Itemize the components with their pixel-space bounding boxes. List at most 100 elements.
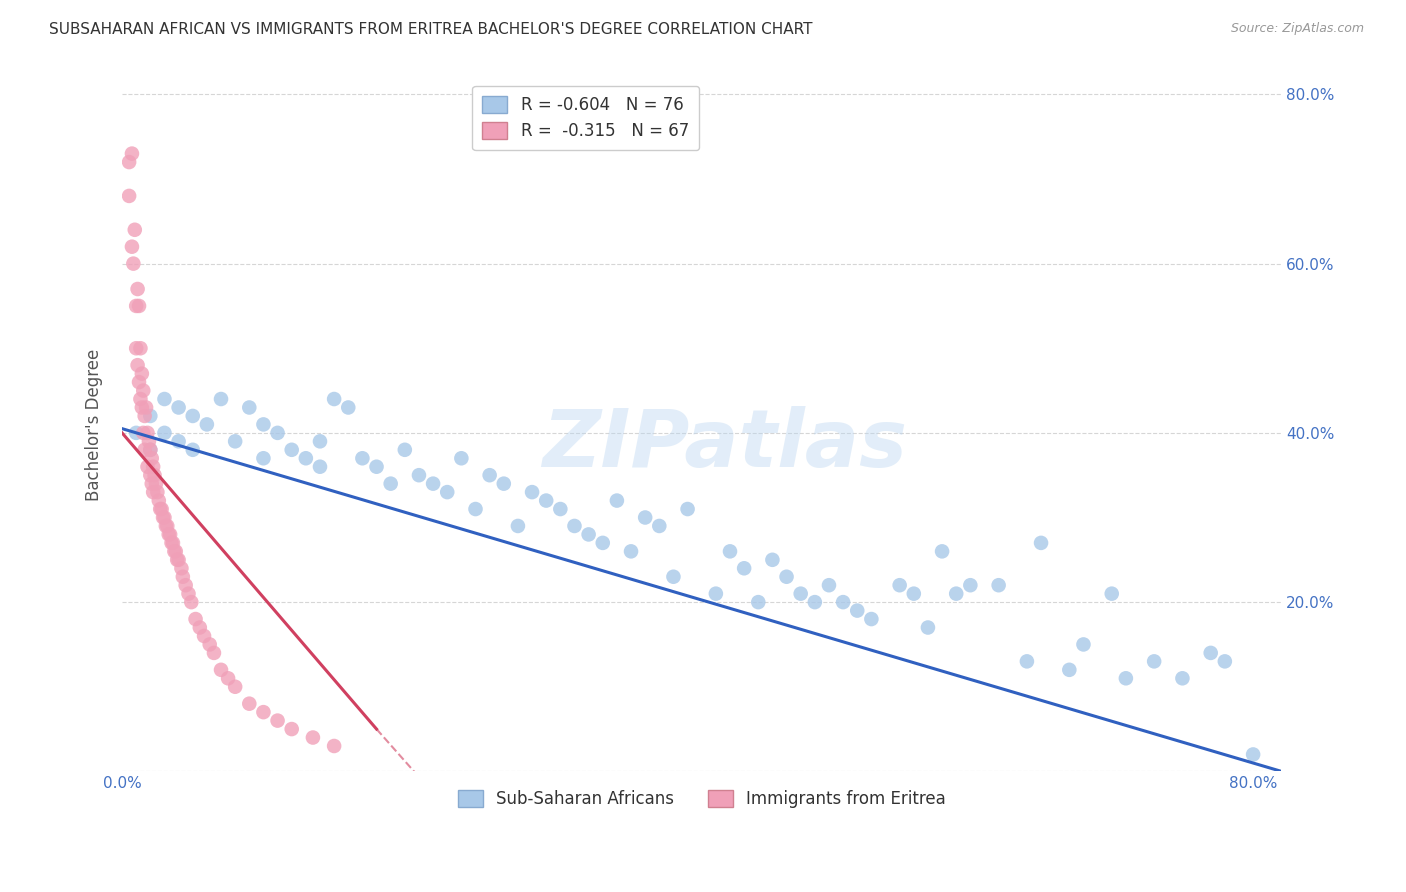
Point (238, 401, 260, 415)
Point (1073, 637, 1095, 651)
Point (184, 612, 207, 626)
Point (1213, 654, 1236, 668)
Point (366, 459, 388, 474)
Point (170, 561, 193, 575)
Point (1029, 536, 1052, 550)
Point (224, 680, 246, 694)
Point (789, 587, 811, 601)
Point (134, 409, 156, 423)
Point (165, 544, 187, 558)
Point (157, 527, 180, 541)
Point (149, 502, 172, 516)
Point (718, 544, 741, 558)
Point (138, 434, 160, 449)
Point (733, 561, 755, 575)
Point (148, 493, 170, 508)
Point (648, 519, 671, 533)
Point (578, 527, 600, 541)
Point (174, 578, 197, 592)
Point (846, 604, 869, 618)
Point (266, 714, 288, 728)
Text: SUBSAHARAN AFRICAN VS IMMIGRANTS FROM ERITREA BACHELOR'S DEGREE CORRELATION CHAR: SUBSAHARAN AFRICAN VS IMMIGRANTS FROM ER… (49, 22, 813, 37)
Point (153, 425, 176, 440)
Point (139, 409, 162, 423)
Point (155, 519, 177, 533)
Point (252, 417, 274, 432)
Point (121, 240, 143, 254)
Point (188, 620, 211, 634)
Point (167, 553, 190, 567)
Point (945, 587, 967, 601)
Point (1015, 654, 1038, 668)
Point (128, 299, 150, 313)
Point (987, 578, 1010, 592)
Point (136, 459, 159, 474)
Point (352, 451, 374, 466)
Point (662, 570, 685, 584)
Point (323, 739, 346, 753)
Point (129, 392, 152, 406)
Point (195, 417, 218, 432)
Point (252, 705, 274, 719)
Point (436, 485, 458, 500)
Point (1241, 747, 1264, 762)
Point (534, 493, 557, 508)
Point (1115, 671, 1137, 685)
Point (606, 493, 628, 508)
Point (620, 544, 643, 558)
Point (160, 536, 183, 550)
Point (217, 671, 239, 685)
Point (302, 731, 325, 745)
Point (309, 459, 332, 474)
Point (931, 544, 953, 558)
Point (1059, 663, 1081, 677)
Point (550, 502, 572, 516)
Point (166, 553, 188, 567)
Point (167, 401, 190, 415)
Point (209, 663, 232, 677)
Point (1171, 671, 1194, 685)
Point (860, 612, 883, 626)
Point (150, 502, 173, 516)
Point (141, 451, 163, 466)
Point (450, 451, 472, 466)
Point (252, 451, 274, 466)
Point (177, 587, 200, 601)
Point (125, 341, 148, 355)
Point (127, 358, 149, 372)
Point (134, 442, 156, 457)
Point (122, 257, 145, 271)
Point (889, 578, 911, 592)
Point (135, 401, 157, 415)
Point (143, 468, 166, 483)
Point (280, 722, 302, 736)
Point (592, 536, 614, 550)
Point (295, 451, 318, 466)
Point (153, 510, 176, 524)
Point (492, 476, 515, 491)
Point (193, 629, 215, 643)
Point (202, 646, 225, 660)
Point (832, 595, 855, 609)
Point (124, 223, 146, 237)
Point (159, 527, 181, 541)
Point (464, 502, 486, 516)
Point (128, 375, 150, 389)
Point (121, 146, 143, 161)
Point (520, 485, 543, 500)
Point (118, 155, 141, 169)
Point (129, 341, 152, 355)
Point (394, 442, 416, 457)
Point (818, 578, 841, 592)
Point (142, 459, 165, 474)
Point (761, 553, 783, 567)
Point (146, 485, 169, 500)
Point (139, 442, 162, 457)
Point (209, 392, 232, 406)
Point (152, 510, 174, 524)
Point (337, 401, 360, 415)
Point (478, 468, 501, 483)
Point (422, 476, 444, 491)
Point (162, 536, 184, 550)
Point (125, 299, 148, 313)
